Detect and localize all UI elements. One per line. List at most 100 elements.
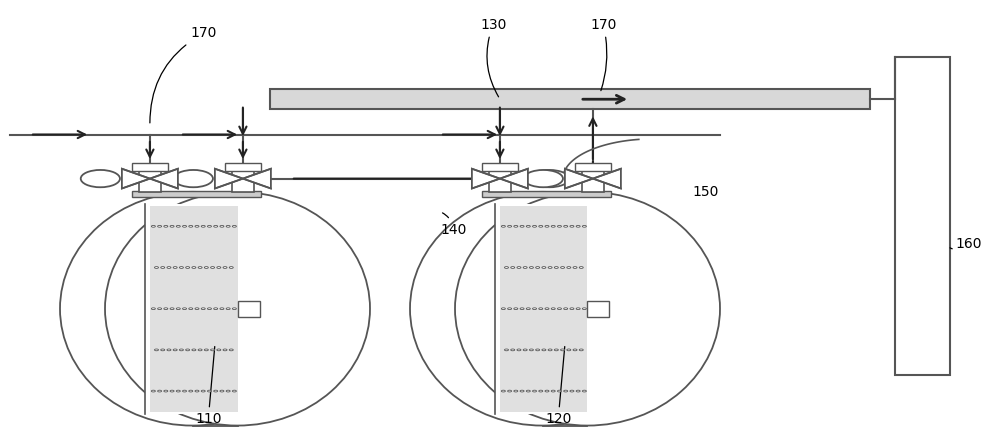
Bar xyxy=(575,163,611,171)
Circle shape xyxy=(501,308,505,310)
Bar xyxy=(232,165,254,192)
Circle shape xyxy=(542,349,546,351)
Circle shape xyxy=(582,308,586,310)
Circle shape xyxy=(174,170,213,187)
Circle shape xyxy=(173,349,177,351)
Circle shape xyxy=(576,390,580,392)
Circle shape xyxy=(526,308,530,310)
Ellipse shape xyxy=(105,192,370,426)
Circle shape xyxy=(220,308,224,310)
Circle shape xyxy=(545,308,549,310)
Circle shape xyxy=(173,267,177,269)
Circle shape xyxy=(582,390,586,392)
Circle shape xyxy=(533,308,537,310)
Circle shape xyxy=(151,225,155,227)
Circle shape xyxy=(198,267,202,269)
Circle shape xyxy=(520,308,524,310)
Circle shape xyxy=(183,390,187,392)
Circle shape xyxy=(207,308,211,310)
Polygon shape xyxy=(495,204,542,414)
Circle shape xyxy=(504,267,508,269)
Circle shape xyxy=(211,267,215,269)
Circle shape xyxy=(176,225,180,227)
Circle shape xyxy=(557,308,561,310)
Circle shape xyxy=(220,225,224,227)
Circle shape xyxy=(545,390,549,392)
Circle shape xyxy=(545,225,549,227)
Circle shape xyxy=(554,267,558,269)
Circle shape xyxy=(551,225,555,227)
Polygon shape xyxy=(122,169,150,188)
Circle shape xyxy=(189,390,193,392)
Circle shape xyxy=(201,390,205,392)
Circle shape xyxy=(232,390,236,392)
Circle shape xyxy=(536,349,540,351)
Circle shape xyxy=(192,349,196,351)
Bar xyxy=(587,301,609,317)
Circle shape xyxy=(214,225,218,227)
Circle shape xyxy=(517,267,521,269)
Circle shape xyxy=(189,308,193,310)
Polygon shape xyxy=(472,169,500,188)
Circle shape xyxy=(164,308,168,310)
Circle shape xyxy=(539,390,543,392)
Circle shape xyxy=(570,390,574,392)
Circle shape xyxy=(170,390,174,392)
Circle shape xyxy=(232,225,236,227)
Circle shape xyxy=(533,225,537,227)
Polygon shape xyxy=(150,206,238,412)
Circle shape xyxy=(217,267,221,269)
Circle shape xyxy=(198,349,202,351)
Circle shape xyxy=(567,349,571,351)
Circle shape xyxy=(501,225,505,227)
Circle shape xyxy=(217,349,221,351)
Circle shape xyxy=(539,308,543,310)
Circle shape xyxy=(151,308,155,310)
Circle shape xyxy=(158,225,162,227)
Circle shape xyxy=(170,225,174,227)
Circle shape xyxy=(223,349,227,351)
Polygon shape xyxy=(215,169,243,188)
Circle shape xyxy=(204,349,208,351)
Circle shape xyxy=(567,267,571,269)
Circle shape xyxy=(223,267,227,269)
Circle shape xyxy=(514,308,518,310)
Circle shape xyxy=(564,390,568,392)
Circle shape xyxy=(195,390,199,392)
Circle shape xyxy=(229,267,233,269)
Ellipse shape xyxy=(60,192,325,426)
Circle shape xyxy=(186,267,190,269)
Circle shape xyxy=(524,170,563,187)
Circle shape xyxy=(164,225,168,227)
Circle shape xyxy=(582,225,586,227)
Circle shape xyxy=(511,267,515,269)
Circle shape xyxy=(201,308,205,310)
Circle shape xyxy=(220,390,224,392)
Circle shape xyxy=(207,390,211,392)
Circle shape xyxy=(529,267,533,269)
Circle shape xyxy=(579,349,583,351)
Text: 170: 170 xyxy=(150,26,216,123)
Circle shape xyxy=(226,390,230,392)
Circle shape xyxy=(511,349,515,351)
Circle shape xyxy=(176,308,180,310)
Bar xyxy=(139,165,161,192)
Ellipse shape xyxy=(455,192,720,426)
Circle shape xyxy=(504,349,508,351)
Text: 110: 110 xyxy=(195,347,222,426)
Circle shape xyxy=(564,308,568,310)
Bar xyxy=(132,191,260,197)
Bar xyxy=(582,165,604,192)
Circle shape xyxy=(539,225,543,227)
Circle shape xyxy=(170,308,174,310)
Polygon shape xyxy=(500,169,528,188)
Circle shape xyxy=(211,349,215,351)
Circle shape xyxy=(508,390,512,392)
Circle shape xyxy=(161,349,165,351)
Circle shape xyxy=(573,267,577,269)
Text: 140: 140 xyxy=(440,213,466,237)
Circle shape xyxy=(81,170,120,187)
Circle shape xyxy=(508,225,512,227)
Bar xyxy=(225,163,260,171)
Circle shape xyxy=(564,225,568,227)
